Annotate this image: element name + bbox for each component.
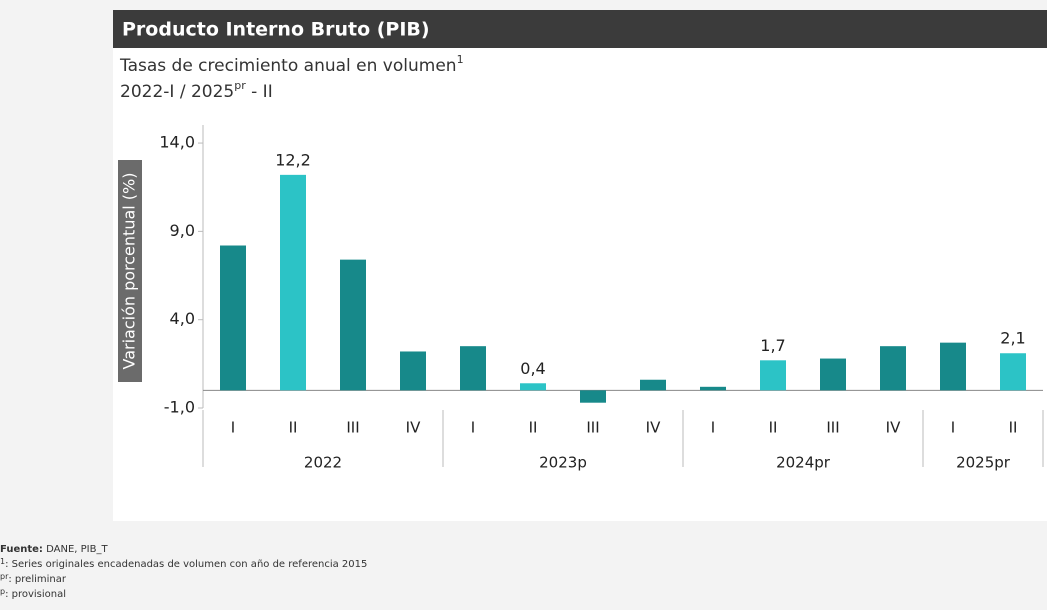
x-tick-label: II: [1009, 419, 1018, 437]
footnote: Fuente: DANE, PIB_T: [0, 544, 108, 555]
x-tick-label: III: [346, 419, 359, 437]
footnote-key: pr: [0, 572, 9, 581]
x-tick-label: I: [711, 419, 715, 437]
x-tick-label: II: [289, 419, 298, 437]
x-tick-label: II: [529, 419, 538, 437]
bar: [820, 358, 846, 391]
bar: [760, 360, 786, 391]
title-bar: [113, 10, 1047, 48]
y-axis-label: Variación porcentual (%): [120, 173, 139, 370]
footnote-text: : preliminar: [8, 574, 66, 585]
panel: [113, 10, 1047, 521]
footnote: p: provisional: [0, 587, 66, 601]
x-tick-label: IV: [886, 419, 901, 437]
chart-title: Producto Interno Bruto (PIB): [122, 19, 430, 41]
value-label: 0,4: [520, 359, 545, 378]
footnote-key: p: [0, 587, 5, 596]
footnote-text: : provisional: [5, 589, 66, 600]
bar: [580, 390, 606, 403]
value-label: 2,1: [1000, 329, 1025, 348]
period-end: - II: [246, 82, 273, 102]
subtitle: Tasas de crecimiento anual en volumen1: [119, 53, 464, 76]
group-label: 2025pr: [956, 454, 1011, 472]
subtitle-text: Tasas de crecimiento anual en volumen: [119, 56, 457, 76]
period: 2022-I / 2025pr - II: [120, 79, 273, 102]
footnote: 1: Series originales encadenadas de volu…: [0, 557, 367, 571]
bar: [700, 386, 726, 391]
value-label: 1,7: [760, 336, 785, 355]
subtitle-sup: 1: [457, 53, 464, 66]
x-tick-label: IV: [406, 419, 421, 437]
bar: [880, 346, 906, 391]
group-label: 2024pr: [776, 454, 831, 472]
period-start: 2022-I / 2025: [120, 82, 234, 102]
period-sup: pr: [234, 79, 246, 92]
value-label: 12,2: [275, 150, 311, 169]
y-tick-label: -1,0: [164, 398, 195, 417]
bar: [640, 379, 666, 391]
bar: [280, 174, 306, 391]
group-label: 2023p: [539, 454, 587, 472]
x-tick-label: I: [951, 419, 955, 437]
bar: [340, 259, 366, 391]
x-tick-label: II: [769, 419, 778, 437]
bar: [220, 245, 246, 391]
x-tick-label: III: [586, 419, 599, 437]
y-tick-label: 9,0: [170, 221, 195, 240]
bar: [1000, 353, 1026, 391]
footnote-text: : Series originales encadenadas de volum…: [5, 559, 367, 570]
x-tick-label: I: [471, 419, 475, 437]
bar: [940, 342, 966, 391]
footnote: pr: preliminar: [0, 572, 67, 586]
y-tick-label: 14,0: [159, 133, 195, 152]
y-label-box: [118, 160, 142, 382]
x-tick-label: IV: [646, 419, 661, 437]
footnote-key: Fuente:: [0, 544, 43, 555]
footnote-text: DANE, PIB_T: [43, 544, 109, 555]
bar: [520, 383, 546, 391]
bar: [400, 351, 426, 391]
group-label: 2022: [304, 454, 342, 472]
x-tick-label: III: [826, 419, 839, 437]
footnote-key: 1: [0, 557, 5, 566]
y-tick-label: 4,0: [170, 309, 195, 328]
x-tick-label: I: [231, 419, 235, 437]
bar: [460, 346, 486, 391]
